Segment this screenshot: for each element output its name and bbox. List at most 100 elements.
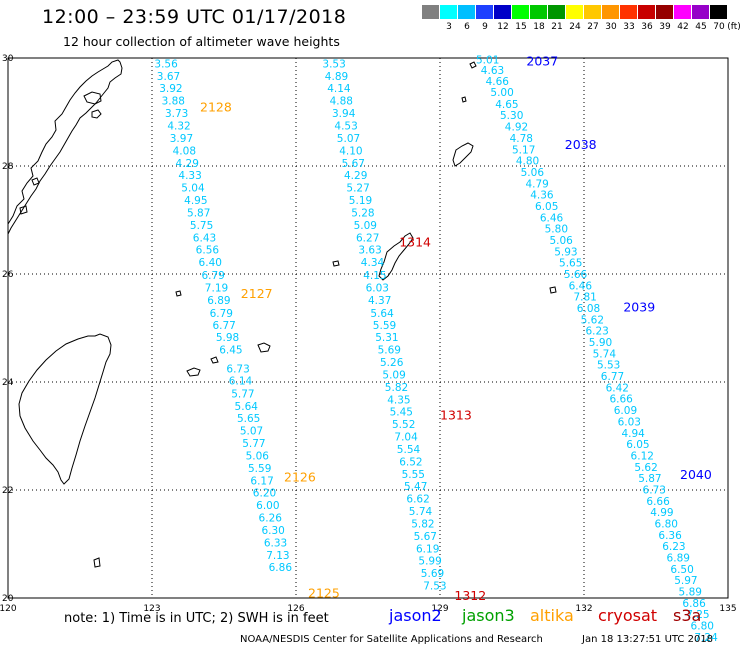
credit-text: NOAA/NESDIS Center for Satellite Applica… [240, 634, 543, 645]
color-scale-label: 27 [587, 22, 599, 32]
wave-height-value: 4.35 [387, 394, 410, 406]
wave-height-value: 5.64 [370, 308, 394, 320]
color-scale-label: 39 [659, 22, 671, 32]
wave-height-value: 6.73 [643, 484, 666, 496]
color-swatch [512, 5, 529, 19]
longitude-tick-label: 135 [719, 604, 736, 614]
pass-number-label: 2039 [623, 299, 655, 314]
wave-height-value: 4.66 [486, 76, 510, 88]
wave-height-value: 5.09 [382, 369, 405, 381]
wave-height-value: 4.80 [516, 156, 539, 168]
wave-height-value: 5.54 [397, 444, 421, 456]
wave-height-value: 7.53 [423, 581, 446, 593]
china-coast [7, 59, 123, 235]
pass-number-label: 2125 [308, 586, 340, 601]
color-swatch [548, 5, 565, 19]
color-swatch [566, 5, 583, 19]
wave-height-value: 4.95 [184, 195, 207, 207]
wave-height-value: 5.99 [418, 556, 441, 568]
wave-height-value: 6.03 [618, 416, 641, 428]
pass-number-labels: 2128 2127 2126 2125 1314 1313 1312 2037 2038 2039… [200, 54, 712, 603]
wave-height-value: 6.77 [212, 320, 235, 332]
wave-height-value: 4.53 [334, 121, 357, 133]
wave-height-value: 5.17 [512, 144, 535, 156]
wave-height-value: 7.19 [205, 283, 228, 295]
wave-height-value: 5.90 [589, 337, 612, 349]
wave-height-value: 6.17 [250, 475, 273, 487]
color-swatch [458, 5, 475, 19]
yaeyama-islet [210, 356, 219, 364]
wave-height-value: 5.07 [337, 133, 360, 145]
wave-height-value: 5.82 [411, 518, 434, 530]
wave-height-value: 5.87 [638, 473, 661, 485]
wave-height-value: 5.62 [581, 314, 604, 326]
latitude-tick-label: 30 [2, 54, 14, 64]
wave-height-value: 4.36 [530, 190, 554, 202]
footer-note: note: 1) Time is in UTC; 2) SWH is in fe… [64, 611, 329, 626]
wave-height-value: 5.65 [559, 258, 582, 270]
color-swatch [620, 5, 637, 19]
miyako-island [257, 342, 271, 353]
wave-height-value: 5.59 [248, 463, 271, 475]
axis-tick-labels: 120 123 126 129 132 135 30 28 26 24 22 20 [0, 54, 737, 614]
wave-height-value: 6.05 [535, 201, 558, 213]
wave-height-value: 5.07 [240, 426, 263, 438]
color-scale-label: 6 [464, 22, 470, 32]
wave-height-value: 5.74 [593, 348, 617, 360]
longitude-tick-label: 120 [0, 604, 17, 614]
wave-height-value: 4.79 [525, 178, 548, 190]
color-swatch [476, 5, 493, 19]
pass-number-label: 2126 [284, 470, 316, 485]
wave-height-value: 6.73 [226, 364, 249, 376]
wave-height-value: 4.32 [167, 121, 190, 133]
wave-height-value: 5.65 [237, 413, 260, 425]
wave-height-value: 7.13 [266, 550, 289, 562]
wave-height-value: 6.23 [585, 326, 608, 338]
longitude-tick-label: 126 [287, 604, 304, 614]
wave-height-value: 4.92 [505, 122, 528, 134]
amami-island [452, 142, 474, 167]
color-swatch [692, 5, 709, 19]
wave-height-value: 4.29 [344, 170, 367, 182]
wave-height-value: 5.45 [390, 407, 413, 419]
color-swatch [584, 5, 601, 19]
color-swatch [674, 5, 691, 19]
longitude-tick-label: 129 [431, 604, 448, 614]
wave-height-value: 6.26 [259, 513, 283, 525]
wave-height-value: 4.15 [363, 270, 386, 282]
wave-height-value: 5.04 [181, 183, 205, 195]
color-swatch [494, 5, 511, 19]
wave-height-value: 5.93 [554, 246, 577, 258]
wave-height-value: 6.80 [655, 518, 678, 530]
wave-height-value: 4.33 [178, 170, 201, 182]
wave-height-value: 6.79 [201, 270, 224, 282]
wave-height-value: 5.80 [545, 224, 568, 236]
wave-height-value: 3.67 [157, 71, 180, 83]
coastal-islet-a [83, 91, 102, 105]
pass-number-label: 1312 [454, 588, 486, 603]
wave-height-value: 4.89 [325, 71, 348, 83]
color-scale-unit: (ft) [727, 22, 740, 32]
wave-height-value: 6.89 [667, 553, 690, 565]
wave-height-value: 6.09 [614, 405, 637, 417]
track-values: 3.563.673.923.883.734.323.974.084.294.33… [154, 55, 718, 644]
wave-height-value: 5.89 [679, 587, 702, 599]
map-frame [7, 57, 729, 599]
pass-number-label: 2037 [526, 54, 558, 69]
coastline [7, 59, 557, 568]
wave-height-value: 6.62 [406, 494, 429, 506]
wave-height-value: 6.79 [210, 308, 233, 320]
wave-height-value: 7.25 [686, 609, 709, 621]
wave-height-value: 5.52 [392, 419, 415, 431]
color-scale-bar: 3 6 9 12 15 18 21 24 27 30 33 36 39 42 45 70 (ft) [422, 5, 740, 35]
pass-number-label: 2038 [565, 137, 597, 152]
wave-height-value: 5.47 [404, 481, 427, 493]
wave-height-value: 3.63 [358, 245, 381, 257]
pass-number-label: 2127 [241, 286, 273, 301]
yonaguni-island [175, 290, 182, 297]
wave-height-value: 5.75 [190, 220, 213, 232]
wave-height-value: 6.23 [662, 541, 685, 553]
color-scale-label: 24 [569, 22, 581, 32]
wave-height-value: 4.08 [173, 145, 196, 157]
wave-height-value: 5.53 [597, 360, 620, 372]
